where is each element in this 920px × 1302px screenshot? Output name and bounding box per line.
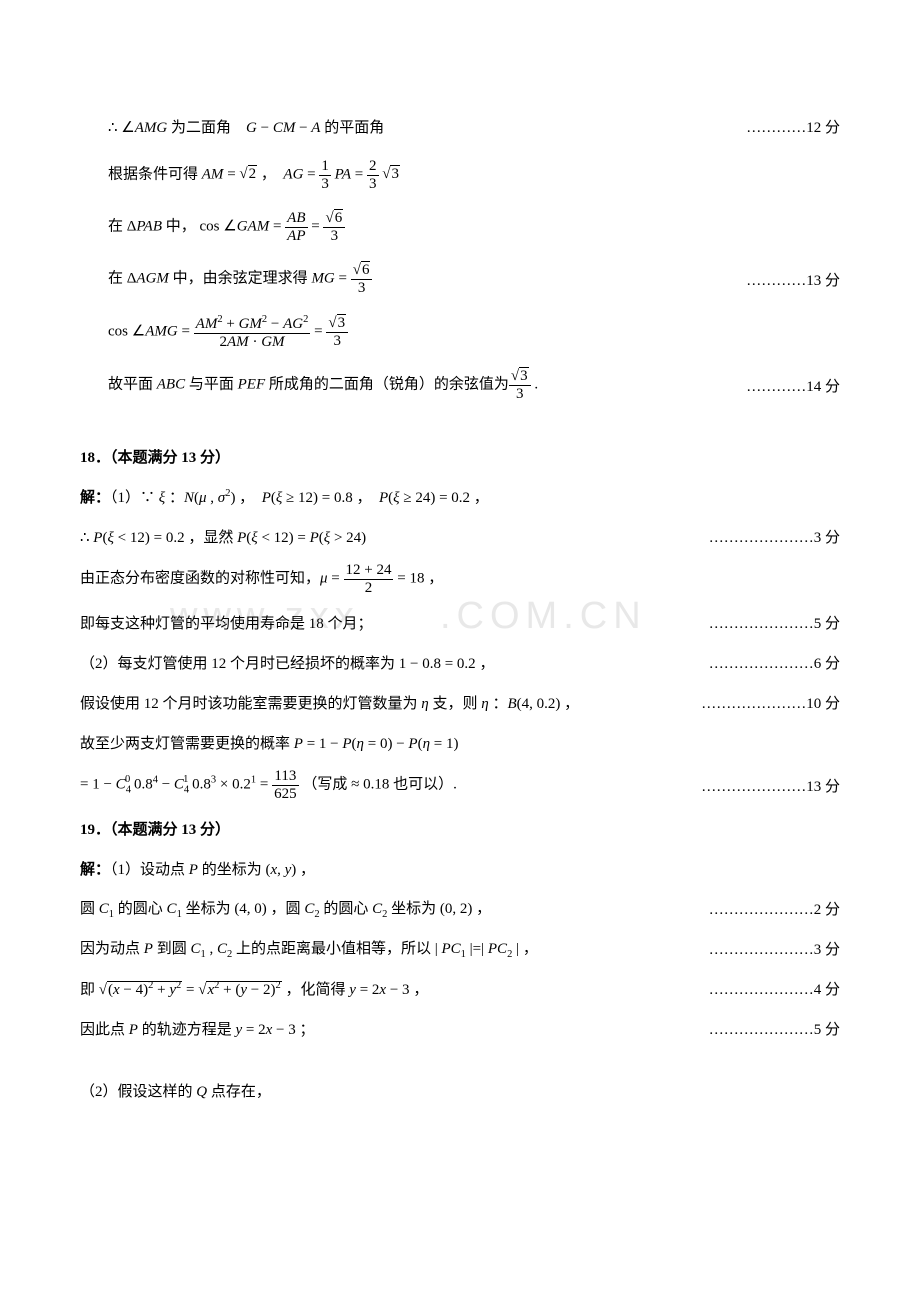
text: 解：（1）设动点 P 的坐标为 (x, y) ， bbox=[80, 858, 315, 879]
text: ∴ ∠AMG 为二面角 G − CM − A 的平面角 bbox=[108, 116, 384, 137]
text: = 1 − C40 0.84 − C41 0.83 × 0.21 = 11362… bbox=[80, 768, 457, 802]
score: …………………4 分 bbox=[679, 978, 840, 999]
text: ∴ P(ξ < 12) = 0.2 ，显然 P(ξ < 12) = P(ξ > … bbox=[80, 526, 366, 547]
score: …………12 分 bbox=[716, 116, 840, 137]
heading-text: 18．（本题满分 13 分） bbox=[80, 446, 230, 467]
proof-line: cos ∠AMG = AM2 + GM2 − AG22AM · GM = 33 bbox=[108, 314, 840, 350]
solution-line: 故至少两支灯管需要更换的概率 P = 1 − P(η = 0) − P(η = … bbox=[80, 728, 840, 756]
text: （2）每支灯管使用 12 个月时已经损坏的概率为 1 − 0.8 = 0.2 ， bbox=[80, 652, 494, 673]
score: …………………13 分 bbox=[671, 775, 840, 796]
text: 根据条件可得 AM = 2 ， AG = 13 PA = 23 3 bbox=[108, 158, 400, 192]
score: …………………2 分 bbox=[679, 898, 840, 919]
heading-text: 19．（本题满分 13 分） bbox=[80, 818, 230, 839]
solution-line: 即 (x − 4)2 + y2 = x2 + (y − 2)2 ，化简得 y =… bbox=[80, 974, 840, 1002]
text: 即 (x − 4)2 + y2 = x2 + (y − 2)2 ，化简得 y =… bbox=[80, 978, 428, 999]
text: 故至少两支灯管需要更换的概率 P = 1 − P(η = 0) − P(η = … bbox=[80, 732, 459, 753]
text: cos ∠AMG = AM2 + GM2 − AG22AM · GM = 33 bbox=[108, 314, 348, 350]
text: 故平面 ABC 与平面 PEF 所成角的二面角（锐角）的余弦值为33 . bbox=[108, 368, 538, 402]
proof-line: 故平面 ABC 与平面 PEF 所成角的二面角（锐角）的余弦值为33 . ………… bbox=[108, 368, 840, 402]
solution-line: 解：（1）∵ ξ ：N(μ , σ2) ， P(ξ ≥ 12) = 0.8 ， … bbox=[80, 482, 840, 510]
heading-19: 19．（本题满分 13 分） bbox=[80, 814, 840, 842]
proof-line: 在 ΔAGM 中，由余弦定理求得 MG = 63 …………13 分 bbox=[108, 262, 840, 296]
proof-line: ∴ ∠AMG 为二面角 G − CM − A 的平面角 …………12 分 bbox=[108, 112, 840, 140]
solution-line: ∴ P(ξ < 12) = 0.2 ，显然 P(ξ < 12) = P(ξ > … bbox=[80, 522, 840, 550]
solution-line: 假设使用 12 个月时该功能室需要更换的灯管数量为 η 支，则 η ：B(4, … bbox=[80, 688, 840, 716]
text: 因为动点 P 到圆 C1 , C2 上的点距离最小值相等，所以 | PC1 |=… bbox=[80, 937, 538, 960]
score: …………………3 分 bbox=[679, 526, 840, 547]
solution-line: 圆 C1 的圆心 C1 坐标为 (4, 0) ，圆 C2 的圆心 C2 坐标为 … bbox=[80, 894, 840, 922]
text: 解：（1）∵ ξ ：N(μ , σ2) ， P(ξ ≥ 12) = 0.8 ， … bbox=[80, 486, 489, 507]
solution-line: （2）每支灯管使用 12 个月时已经损坏的概率为 1 − 0.8 = 0.2 ，… bbox=[80, 648, 840, 676]
solution-line: 解：（1）设动点 P 的坐标为 (x, y) ， bbox=[80, 854, 840, 882]
score: …………14 分 bbox=[716, 375, 840, 396]
text: 在 ΔAGM 中，由余弦定理求得 MG = 63 bbox=[108, 262, 372, 296]
text: 因此点 P 的轨迹方程是 y = 2x − 3 ； bbox=[80, 1018, 315, 1039]
proof-line: 根据条件可得 AM = 2 ， AG = 13 PA = 23 3 bbox=[108, 158, 840, 192]
score: …………………6 分 bbox=[679, 652, 840, 673]
solution-line: （2）假设这样的 Q 点存在， bbox=[80, 1076, 840, 1104]
solution-line: = 1 − C40 0.84 − C41 0.83 × 0.21 = 11362… bbox=[80, 768, 840, 802]
text: （2）假设这样的 Q 点存在， bbox=[80, 1080, 271, 1101]
text: 圆 C1 的圆心 C1 坐标为 (4, 0) ，圆 C2 的圆心 C2 坐标为 … bbox=[80, 897, 491, 920]
solution-line: 因此点 P 的轨迹方程是 y = 2x − 3 ； …………………5 分 bbox=[80, 1014, 840, 1042]
heading-18: 18．（本题满分 13 分） bbox=[80, 442, 840, 470]
text: 由正态分布密度函数的对称性可知，μ = 12 + 242 = 18 ， bbox=[80, 562, 443, 596]
proof-line: 在 ΔPAB 中， cos ∠GAM = ABAP = 63 bbox=[108, 210, 840, 244]
score: …………………5 分 bbox=[679, 1018, 840, 1039]
solution-line: 由正态分布密度函数的对称性可知，μ = 12 + 242 = 18 ， bbox=[80, 562, 840, 596]
text: 在 ΔPAB 中， cos ∠GAM = ABAP = 63 bbox=[108, 210, 345, 244]
solution-line: 因为动点 P 到圆 C1 , C2 上的点距离最小值相等，所以 | PC1 |=… bbox=[80, 934, 840, 962]
score: …………………3 分 bbox=[679, 938, 840, 959]
score: …………13 分 bbox=[716, 269, 840, 290]
score: …………………5 分 bbox=[679, 612, 840, 633]
score: …………………10 分 bbox=[671, 692, 840, 713]
text: 即每支这种灯管的平均使用寿命是 18 个月； bbox=[80, 612, 373, 633]
solution-line: 即每支这种灯管的平均使用寿命是 18 个月； …………………5 分 bbox=[80, 608, 840, 636]
text: 假设使用 12 个月时该功能室需要更换的灯管数量为 η 支，则 η ：B(4, … bbox=[80, 692, 579, 713]
